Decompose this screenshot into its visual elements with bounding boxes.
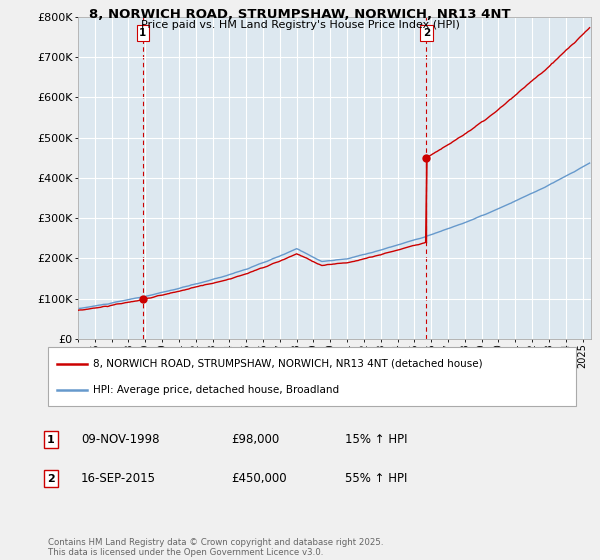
Text: Price paid vs. HM Land Registry's House Price Index (HPI): Price paid vs. HM Land Registry's House … <box>140 20 460 30</box>
Text: 2: 2 <box>423 28 430 38</box>
Text: 15% ↑ HPI: 15% ↑ HPI <box>345 433 407 446</box>
Text: 09-NOV-1998: 09-NOV-1998 <box>81 433 160 446</box>
Text: HPI: Average price, detached house, Broadland: HPI: Average price, detached house, Broa… <box>93 385 339 395</box>
Text: 1: 1 <box>139 28 146 38</box>
Text: 16-SEP-2015: 16-SEP-2015 <box>81 472 156 486</box>
Text: £450,000: £450,000 <box>231 472 287 486</box>
Text: 8, NORWICH ROAD, STRUMPSHAW, NORWICH, NR13 4NT (detached house): 8, NORWICH ROAD, STRUMPSHAW, NORWICH, NR… <box>93 358 482 368</box>
Text: 1: 1 <box>47 435 55 445</box>
Text: £98,000: £98,000 <box>231 433 279 446</box>
Text: 8, NORWICH ROAD, STRUMPSHAW, NORWICH, NR13 4NT: 8, NORWICH ROAD, STRUMPSHAW, NORWICH, NR… <box>89 8 511 21</box>
Text: 2: 2 <box>47 474 55 484</box>
Text: 55% ↑ HPI: 55% ↑ HPI <box>345 472 407 486</box>
Text: Contains HM Land Registry data © Crown copyright and database right 2025.
This d: Contains HM Land Registry data © Crown c… <box>48 538 383 557</box>
